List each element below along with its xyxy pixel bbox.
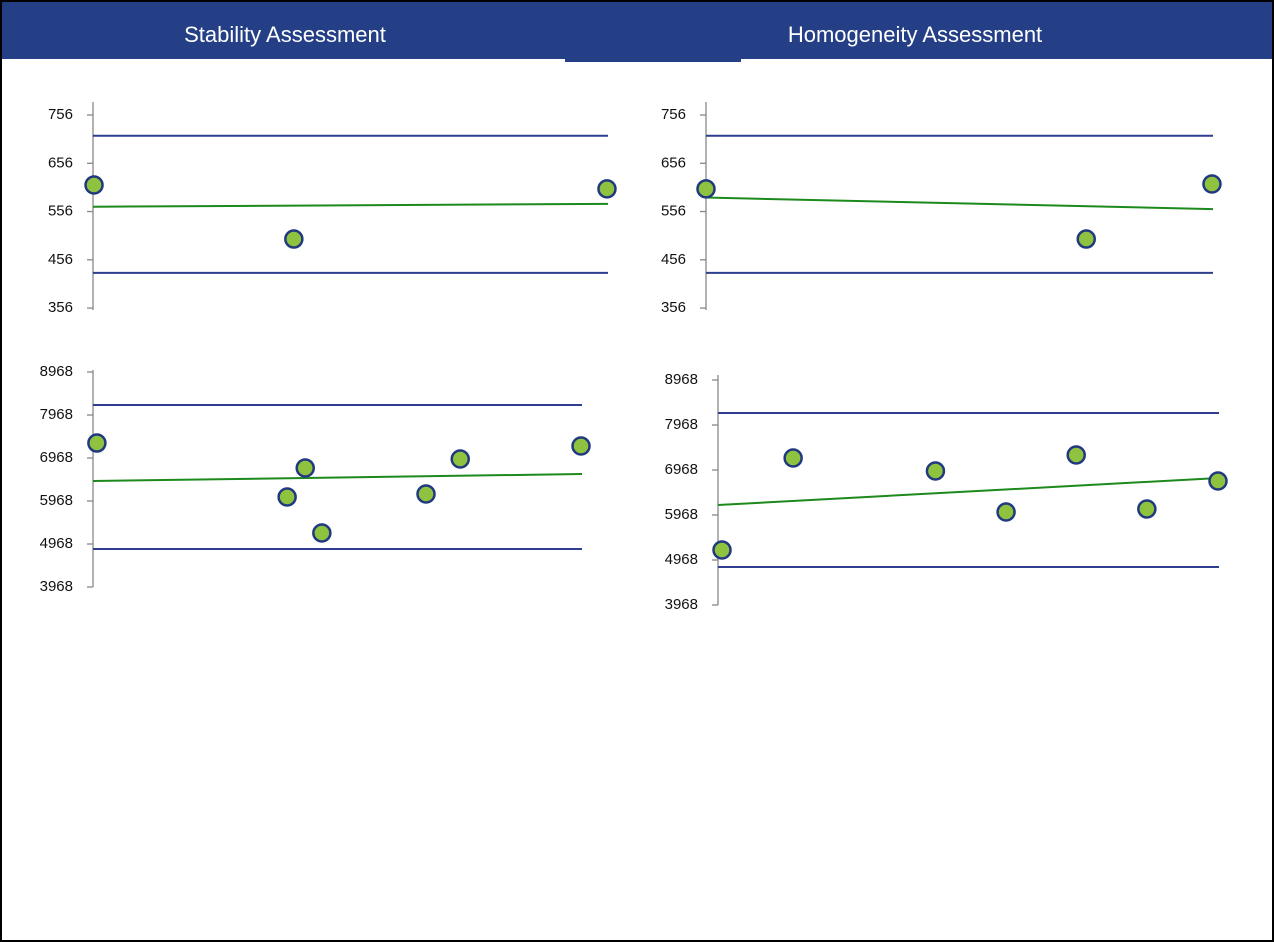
y-tick-label: 4968 — [665, 551, 698, 568]
y-tick-label: 6968 — [665, 461, 698, 478]
point — [1076, 229, 1096, 249]
point — [1208, 471, 1228, 491]
point — [783, 448, 803, 468]
point — [925, 461, 946, 481]
y-tick-label: 356 — [48, 299, 73, 316]
y-tick-label: 7968 — [40, 406, 73, 423]
point — [1066, 445, 1086, 465]
point — [295, 458, 315, 478]
y-tick-label: 8968 — [40, 363, 73, 380]
point — [696, 179, 716, 199]
point — [416, 484, 436, 504]
header-tab — [565, 57, 741, 62]
point — [1202, 174, 1222, 194]
y-tick-label: 5968 — [40, 492, 73, 509]
y-tick-label: 456 — [48, 251, 73, 268]
y-tick-label: 3968 — [40, 578, 73, 595]
left-title: Stability Assessment — [184, 22, 386, 47]
point — [277, 487, 297, 507]
right-title: Homogeneity Assessment — [788, 22, 1042, 47]
point — [87, 433, 107, 453]
header-bar — [2, 2, 1272, 59]
y-tick-label: 356 — [661, 299, 686, 316]
point — [84, 175, 104, 195]
y-tick-label: 756 — [661, 106, 686, 123]
y-tick-label: 456 — [661, 251, 686, 268]
trend-line — [92, 202, 609, 208]
y-tick-label: 556 — [48, 203, 73, 220]
point — [597, 179, 617, 199]
trend-line — [92, 473, 583, 483]
y-tick-label: 656 — [48, 154, 73, 171]
point — [712, 540, 732, 560]
y-tick-label: 5968 — [665, 506, 698, 523]
y-tick-label: 556 — [661, 203, 686, 220]
y-tick-label: 4968 — [40, 535, 73, 552]
point — [571, 436, 591, 456]
point — [284, 229, 304, 249]
y-tick-label: 6968 — [40, 449, 73, 466]
point — [996, 502, 1016, 522]
point — [450, 449, 470, 469]
y-tick-label: 756 — [48, 106, 73, 123]
y-tick-label: 7968 — [665, 416, 698, 433]
y-tick-label: 3968 — [665, 596, 698, 613]
trend-line — [717, 477, 1220, 507]
point — [1137, 499, 1157, 519]
y-tick-label: 8968 — [665, 371, 698, 388]
point — [312, 523, 332, 543]
trend-line — [705, 196, 1214, 211]
y-tick-label: 656 — [661, 154, 686, 171]
